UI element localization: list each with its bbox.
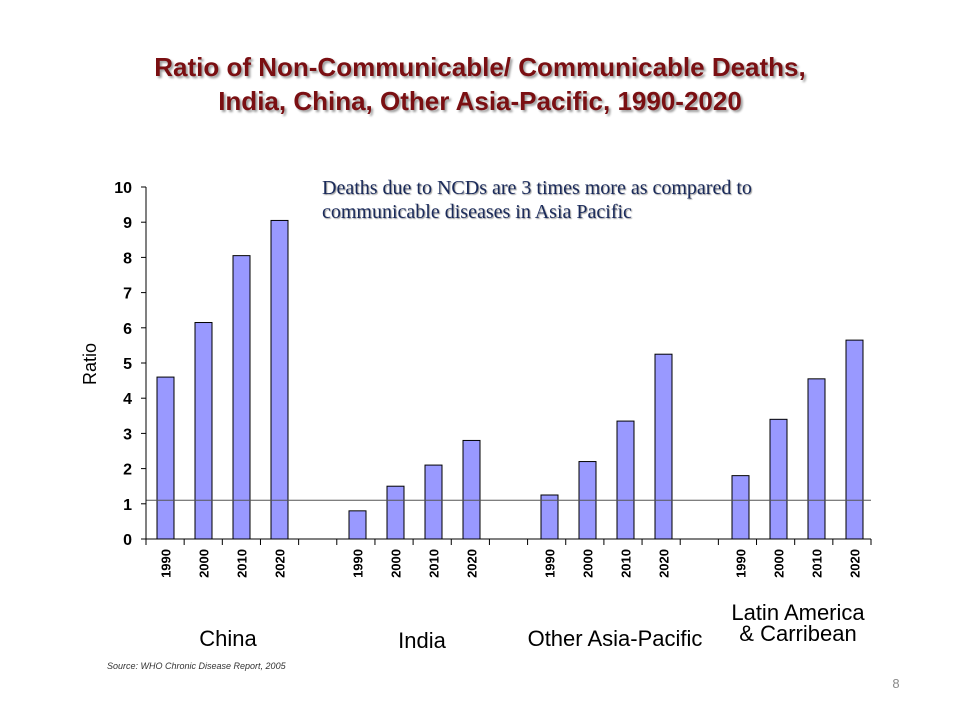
bar-india-2020 bbox=[462, 439, 481, 540]
y-tick-label: 4 bbox=[123, 391, 132, 408]
bar-china-1990 bbox=[156, 376, 175, 540]
y-tick-label: 10 bbox=[114, 180, 132, 197]
bar-other-asia-pacific-2010 bbox=[616, 420, 635, 540]
x-tick-label: 2000 bbox=[389, 549, 404, 578]
y-tick-label: 3 bbox=[123, 426, 132, 443]
x-tick-label: 2010 bbox=[619, 549, 634, 578]
bars-layer bbox=[156, 219, 864, 540]
y-tick-label: 1 bbox=[123, 497, 132, 514]
bar-india-2010 bbox=[424, 464, 443, 540]
slide-title-line-1: Ratio of Non-Communicable/ Communicable … bbox=[154, 52, 806, 82]
group-label-latin-america-line-2: & Carribean bbox=[739, 621, 857, 646]
bar-latin-america-carribean-2010 bbox=[807, 378, 826, 540]
page-number: 8 bbox=[892, 676, 900, 691]
group-label-latin-america-line-1: Latin America bbox=[731, 600, 865, 625]
x-tick-label: 2010 bbox=[427, 549, 442, 578]
bar-other-asia-pacific-2020 bbox=[654, 353, 673, 540]
group-label-latin-america: Latin America & Carribean bbox=[718, 600, 878, 646]
x-tick-label: 2000 bbox=[772, 549, 787, 578]
bar-china-2000 bbox=[194, 322, 213, 540]
group-label-india: India bbox=[398, 628, 446, 653]
slide-title: Ratio of Non-Communicable/ Communicable … bbox=[0, 50, 960, 118]
bar-other-asia-pacific-1990 bbox=[540, 494, 559, 540]
group-label-other-asia-pacific: Other Asia-Pacific bbox=[527, 626, 703, 651]
x-tick-label: 2020 bbox=[273, 549, 288, 578]
y-axis-label: Ratio bbox=[80, 343, 100, 385]
bar-latin-america-carribean-1990 bbox=[731, 475, 750, 540]
bar-latin-america-carribean-2000 bbox=[769, 418, 788, 540]
y-tick-label: 7 bbox=[123, 286, 132, 303]
x-tick-label: 1990 bbox=[543, 549, 558, 578]
x-tick-label: 2000 bbox=[581, 549, 596, 578]
axes-layer: 0 1 2 3 4 5 6 7 8 9 10 1990 2000 2010 2020 1990 2000 2010… bbox=[114, 180, 872, 578]
source-note: Source: WHO Chronic Disease Report, 2005 bbox=[107, 661, 286, 671]
annotation-line-1: Deaths due to NCDs are 3 times more as c… bbox=[322, 177, 752, 199]
bar-india-1990 bbox=[348, 510, 367, 540]
x-tick-label: 2020 bbox=[657, 549, 672, 578]
x-tick-label: 2010 bbox=[235, 549, 250, 578]
group-label-china: China bbox=[199, 626, 257, 651]
y-tick-label: 8 bbox=[123, 250, 132, 267]
bar-china-2020 bbox=[270, 219, 289, 540]
x-tick-label: 1990 bbox=[351, 549, 366, 578]
x-tick-label: 2000 bbox=[197, 549, 212, 578]
slide-title-line-2: India, China, Other Asia-Pacific, 1990-2… bbox=[218, 86, 742, 116]
annotation-line-2: communicable diseases in Asia Pacific bbox=[322, 201, 632, 223]
x-tick-label: 2020 bbox=[848, 549, 863, 578]
x-tick-label: 1990 bbox=[734, 549, 749, 578]
bar-latin-america-carribean-2020 bbox=[845, 339, 864, 540]
x-tick-label: 1990 bbox=[159, 549, 174, 578]
bar-india-2000 bbox=[386, 485, 405, 540]
y-tick-label: 2 bbox=[123, 462, 132, 479]
y-tick-label: 9 bbox=[123, 215, 132, 232]
y-tick-label: 5 bbox=[123, 356, 132, 373]
x-tick-label: 2020 bbox=[465, 549, 480, 578]
chart-annotation: Deaths due to NCDs are 3 times more as c… bbox=[322, 176, 882, 224]
bar-china-2010 bbox=[232, 255, 251, 540]
y-tick-label: 0 bbox=[123, 532, 132, 549]
y-tick-label: 6 bbox=[123, 321, 132, 338]
x-tick-label: 2010 bbox=[810, 549, 825, 578]
